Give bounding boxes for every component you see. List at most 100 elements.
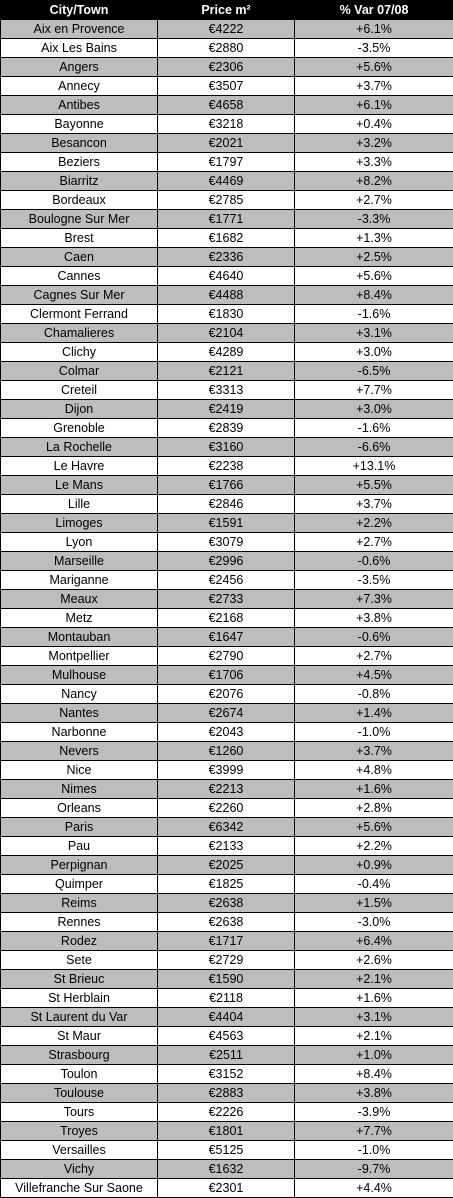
- city-cell[interactable]: Pau: [1, 837, 158, 856]
- price-cell[interactable]: €2456: [158, 571, 295, 590]
- price-cell[interactable]: €2168: [158, 609, 295, 628]
- city-cell[interactable]: Nevers: [1, 742, 158, 761]
- price-cell[interactable]: €1766: [158, 476, 295, 495]
- price-cell[interactable]: €2785: [158, 191, 295, 210]
- variation-cell[interactable]: +13.1%: [295, 457, 453, 476]
- variation-cell[interactable]: +3.7%: [295, 495, 453, 514]
- variation-cell[interactable]: +8.4%: [295, 286, 453, 305]
- price-cell[interactable]: €1260: [158, 742, 295, 761]
- variation-cell[interactable]: -0.8%: [295, 685, 453, 704]
- city-cell[interactable]: Nice: [1, 761, 158, 780]
- price-cell[interactable]: €3152: [158, 1065, 295, 1084]
- city-cell[interactable]: Nimes: [1, 780, 158, 799]
- variation-cell[interactable]: +6.1%: [295, 19, 453, 39]
- price-cell[interactable]: €2674: [158, 704, 295, 723]
- city-cell[interactable]: Creteil: [1, 381, 158, 400]
- variation-cell[interactable]: +3.7%: [295, 77, 453, 96]
- variation-cell[interactable]: +8.4%: [295, 1065, 453, 1084]
- variation-cell[interactable]: +1.6%: [295, 989, 453, 1008]
- variation-cell[interactable]: -1.0%: [295, 723, 453, 742]
- variation-cell[interactable]: -6.5%: [295, 362, 453, 381]
- city-cell[interactable]: Lyon: [1, 533, 158, 552]
- variation-cell[interactable]: +5.6%: [295, 818, 453, 837]
- city-cell[interactable]: St Brieuc: [1, 970, 158, 989]
- city-cell[interactable]: Beziers: [1, 153, 158, 172]
- price-cell[interactable]: €2021: [158, 134, 295, 153]
- price-cell[interactable]: €2733: [158, 590, 295, 609]
- city-cell[interactable]: Reims: [1, 894, 158, 913]
- variation-cell[interactable]: +2.7%: [295, 191, 453, 210]
- price-cell[interactable]: €3160: [158, 438, 295, 457]
- city-cell[interactable]: Montpellier: [1, 647, 158, 666]
- city-cell[interactable]: St Herblain: [1, 989, 158, 1008]
- price-cell[interactable]: €2213: [158, 780, 295, 799]
- price-cell[interactable]: €3079: [158, 533, 295, 552]
- city-cell[interactable]: Toulouse: [1, 1084, 158, 1103]
- price-cell[interactable]: €2121: [158, 362, 295, 381]
- city-cell[interactable]: Bordeaux: [1, 191, 158, 210]
- variation-cell[interactable]: -3.9%: [295, 1103, 453, 1122]
- variation-cell[interactable]: +1.3%: [295, 229, 453, 248]
- variation-cell[interactable]: -9.7%: [295, 1160, 453, 1179]
- price-cell[interactable]: €3313: [158, 381, 295, 400]
- variation-cell[interactable]: -3.3%: [295, 210, 453, 229]
- price-cell[interactable]: €2226: [158, 1103, 295, 1122]
- price-cell[interactable]: €2025: [158, 856, 295, 875]
- variation-cell[interactable]: +0.9%: [295, 856, 453, 875]
- price-cell[interactable]: €1632: [158, 1160, 295, 1179]
- variation-cell[interactable]: +6.1%: [295, 96, 453, 115]
- variation-cell[interactable]: +5.6%: [295, 267, 453, 286]
- price-cell[interactable]: €2104: [158, 324, 295, 343]
- city-cell[interactable]: Nancy: [1, 685, 158, 704]
- price-cell[interactable]: €2790: [158, 647, 295, 666]
- city-cell[interactable]: Angers: [1, 58, 158, 77]
- variation-cell[interactable]: -3.5%: [295, 39, 453, 58]
- variation-cell[interactable]: -1.6%: [295, 305, 453, 324]
- city-cell[interactable]: Le Mans: [1, 476, 158, 495]
- city-cell[interactable]: Aix Les Bains: [1, 39, 158, 58]
- variation-cell[interactable]: +2.1%: [295, 1027, 453, 1046]
- price-cell[interactable]: €2638: [158, 913, 295, 932]
- price-cell[interactable]: €2996: [158, 552, 295, 571]
- price-cell[interactable]: €4289: [158, 343, 295, 362]
- variation-cell[interactable]: +4.5%: [295, 666, 453, 685]
- variation-cell[interactable]: +3.3%: [295, 153, 453, 172]
- city-cell[interactable]: Chamalieres: [1, 324, 158, 343]
- variation-cell[interactable]: +2.5%: [295, 248, 453, 267]
- variation-cell[interactable]: +2.7%: [295, 647, 453, 666]
- city-cell[interactable]: Rodez: [1, 932, 158, 951]
- city-cell[interactable]: Bayonne: [1, 115, 158, 134]
- header-variation[interactable]: % Var 07/08: [295, 1, 453, 20]
- price-cell[interactable]: €1717: [158, 932, 295, 951]
- variation-cell[interactable]: +7.7%: [295, 381, 453, 400]
- price-cell[interactable]: €1825: [158, 875, 295, 894]
- city-cell[interactable]: Cagnes Sur Mer: [1, 286, 158, 305]
- price-cell[interactable]: €3507: [158, 77, 295, 96]
- city-cell[interactable]: Boulogne Sur Mer: [1, 210, 158, 229]
- city-cell[interactable]: Lille: [1, 495, 158, 514]
- price-cell[interactable]: €1590: [158, 970, 295, 989]
- city-cell[interactable]: Toulon: [1, 1065, 158, 1084]
- city-cell[interactable]: Dijon: [1, 400, 158, 419]
- price-cell[interactable]: €4563: [158, 1027, 295, 1046]
- variation-cell[interactable]: +1.6%: [295, 780, 453, 799]
- variation-cell[interactable]: +3.1%: [295, 1008, 453, 1027]
- city-cell[interactable]: Limoges: [1, 514, 158, 533]
- variation-cell[interactable]: +7.3%: [295, 590, 453, 609]
- price-cell[interactable]: €1591: [158, 514, 295, 533]
- variation-cell[interactable]: +2.6%: [295, 951, 453, 970]
- price-cell[interactable]: €1771: [158, 210, 295, 229]
- variation-cell[interactable]: -0.6%: [295, 628, 453, 647]
- price-cell[interactable]: €2511: [158, 1046, 295, 1065]
- city-cell[interactable]: Le Havre: [1, 457, 158, 476]
- price-cell[interactable]: €2419: [158, 400, 295, 419]
- price-cell[interactable]: €1706: [158, 666, 295, 685]
- city-cell[interactable]: Biarritz: [1, 172, 158, 191]
- city-cell[interactable]: Colmar: [1, 362, 158, 381]
- city-cell[interactable]: La Rochelle: [1, 438, 158, 457]
- variation-cell[interactable]: +2.8%: [295, 799, 453, 818]
- price-cell[interactable]: €1830: [158, 305, 295, 324]
- variation-cell[interactable]: +1.5%: [295, 894, 453, 913]
- price-cell[interactable]: €2238: [158, 457, 295, 476]
- city-cell[interactable]: Orleans: [1, 799, 158, 818]
